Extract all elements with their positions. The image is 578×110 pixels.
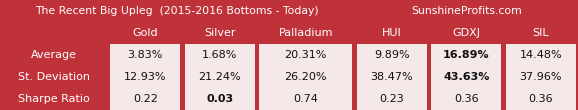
Text: Average: Average — [31, 50, 77, 60]
Bar — [110, 44, 180, 66]
Text: 26.20%: 26.20% — [284, 72, 327, 82]
Text: 1.68%: 1.68% — [202, 50, 238, 60]
Text: 0.36: 0.36 — [528, 94, 553, 104]
Bar — [357, 66, 427, 88]
Bar — [506, 88, 576, 110]
Bar — [110, 66, 180, 88]
Bar — [431, 22, 501, 44]
Text: 0.74: 0.74 — [293, 94, 318, 104]
Bar — [260, 22, 352, 44]
Bar — [431, 88, 501, 110]
Text: 16.89%: 16.89% — [443, 50, 490, 60]
Text: Sharpe Ratio: Sharpe Ratio — [18, 94, 90, 104]
Text: Silver: Silver — [204, 28, 235, 38]
Bar — [260, 44, 352, 66]
Text: 20.31%: 20.31% — [284, 50, 327, 60]
Bar — [2, 66, 106, 88]
Bar — [2, 44, 106, 66]
Text: Gold: Gold — [132, 28, 158, 38]
Bar — [2, 22, 106, 44]
Text: Palladium: Palladium — [279, 28, 333, 38]
Bar — [506, 66, 576, 88]
Bar — [185, 22, 255, 44]
Text: GDXJ: GDXJ — [452, 28, 480, 38]
Bar — [357, 88, 427, 110]
Text: 38.47%: 38.47% — [370, 72, 413, 82]
Text: St. Deviation: St. Deviation — [18, 72, 90, 82]
Bar — [110, 88, 180, 110]
Bar — [2, 88, 106, 110]
Text: SunshineProfits.com: SunshineProfits.com — [411, 6, 521, 16]
Bar — [431, 44, 501, 66]
Text: 43.63%: 43.63% — [443, 72, 490, 82]
Bar — [431, 66, 501, 88]
Text: 0.36: 0.36 — [454, 94, 479, 104]
Text: The Recent Big Upleg  (2015-2016 Bottoms - Today): The Recent Big Upleg (2015-2016 Bottoms … — [35, 6, 319, 16]
Text: 21.24%: 21.24% — [198, 72, 241, 82]
Bar — [185, 66, 255, 88]
Bar — [506, 22, 576, 44]
Text: 0.23: 0.23 — [379, 94, 404, 104]
Bar — [260, 88, 352, 110]
Bar — [260, 66, 352, 88]
Text: 3.83%: 3.83% — [128, 50, 163, 60]
Bar — [185, 88, 255, 110]
Bar — [2, 0, 352, 22]
Text: 12.93%: 12.93% — [124, 72, 166, 82]
Text: 37.96%: 37.96% — [520, 72, 562, 82]
Text: SIL: SIL — [532, 28, 549, 38]
Bar — [357, 44, 427, 66]
Bar — [357, 22, 427, 44]
Bar — [110, 22, 180, 44]
Bar — [506, 44, 576, 66]
Bar — [357, 0, 576, 22]
Text: 0.03: 0.03 — [206, 94, 234, 104]
Text: 14.48%: 14.48% — [520, 50, 562, 60]
Text: 9.89%: 9.89% — [374, 50, 410, 60]
Text: HUI: HUI — [382, 28, 402, 38]
Text: 0.22: 0.22 — [133, 94, 158, 104]
Bar — [185, 44, 255, 66]
